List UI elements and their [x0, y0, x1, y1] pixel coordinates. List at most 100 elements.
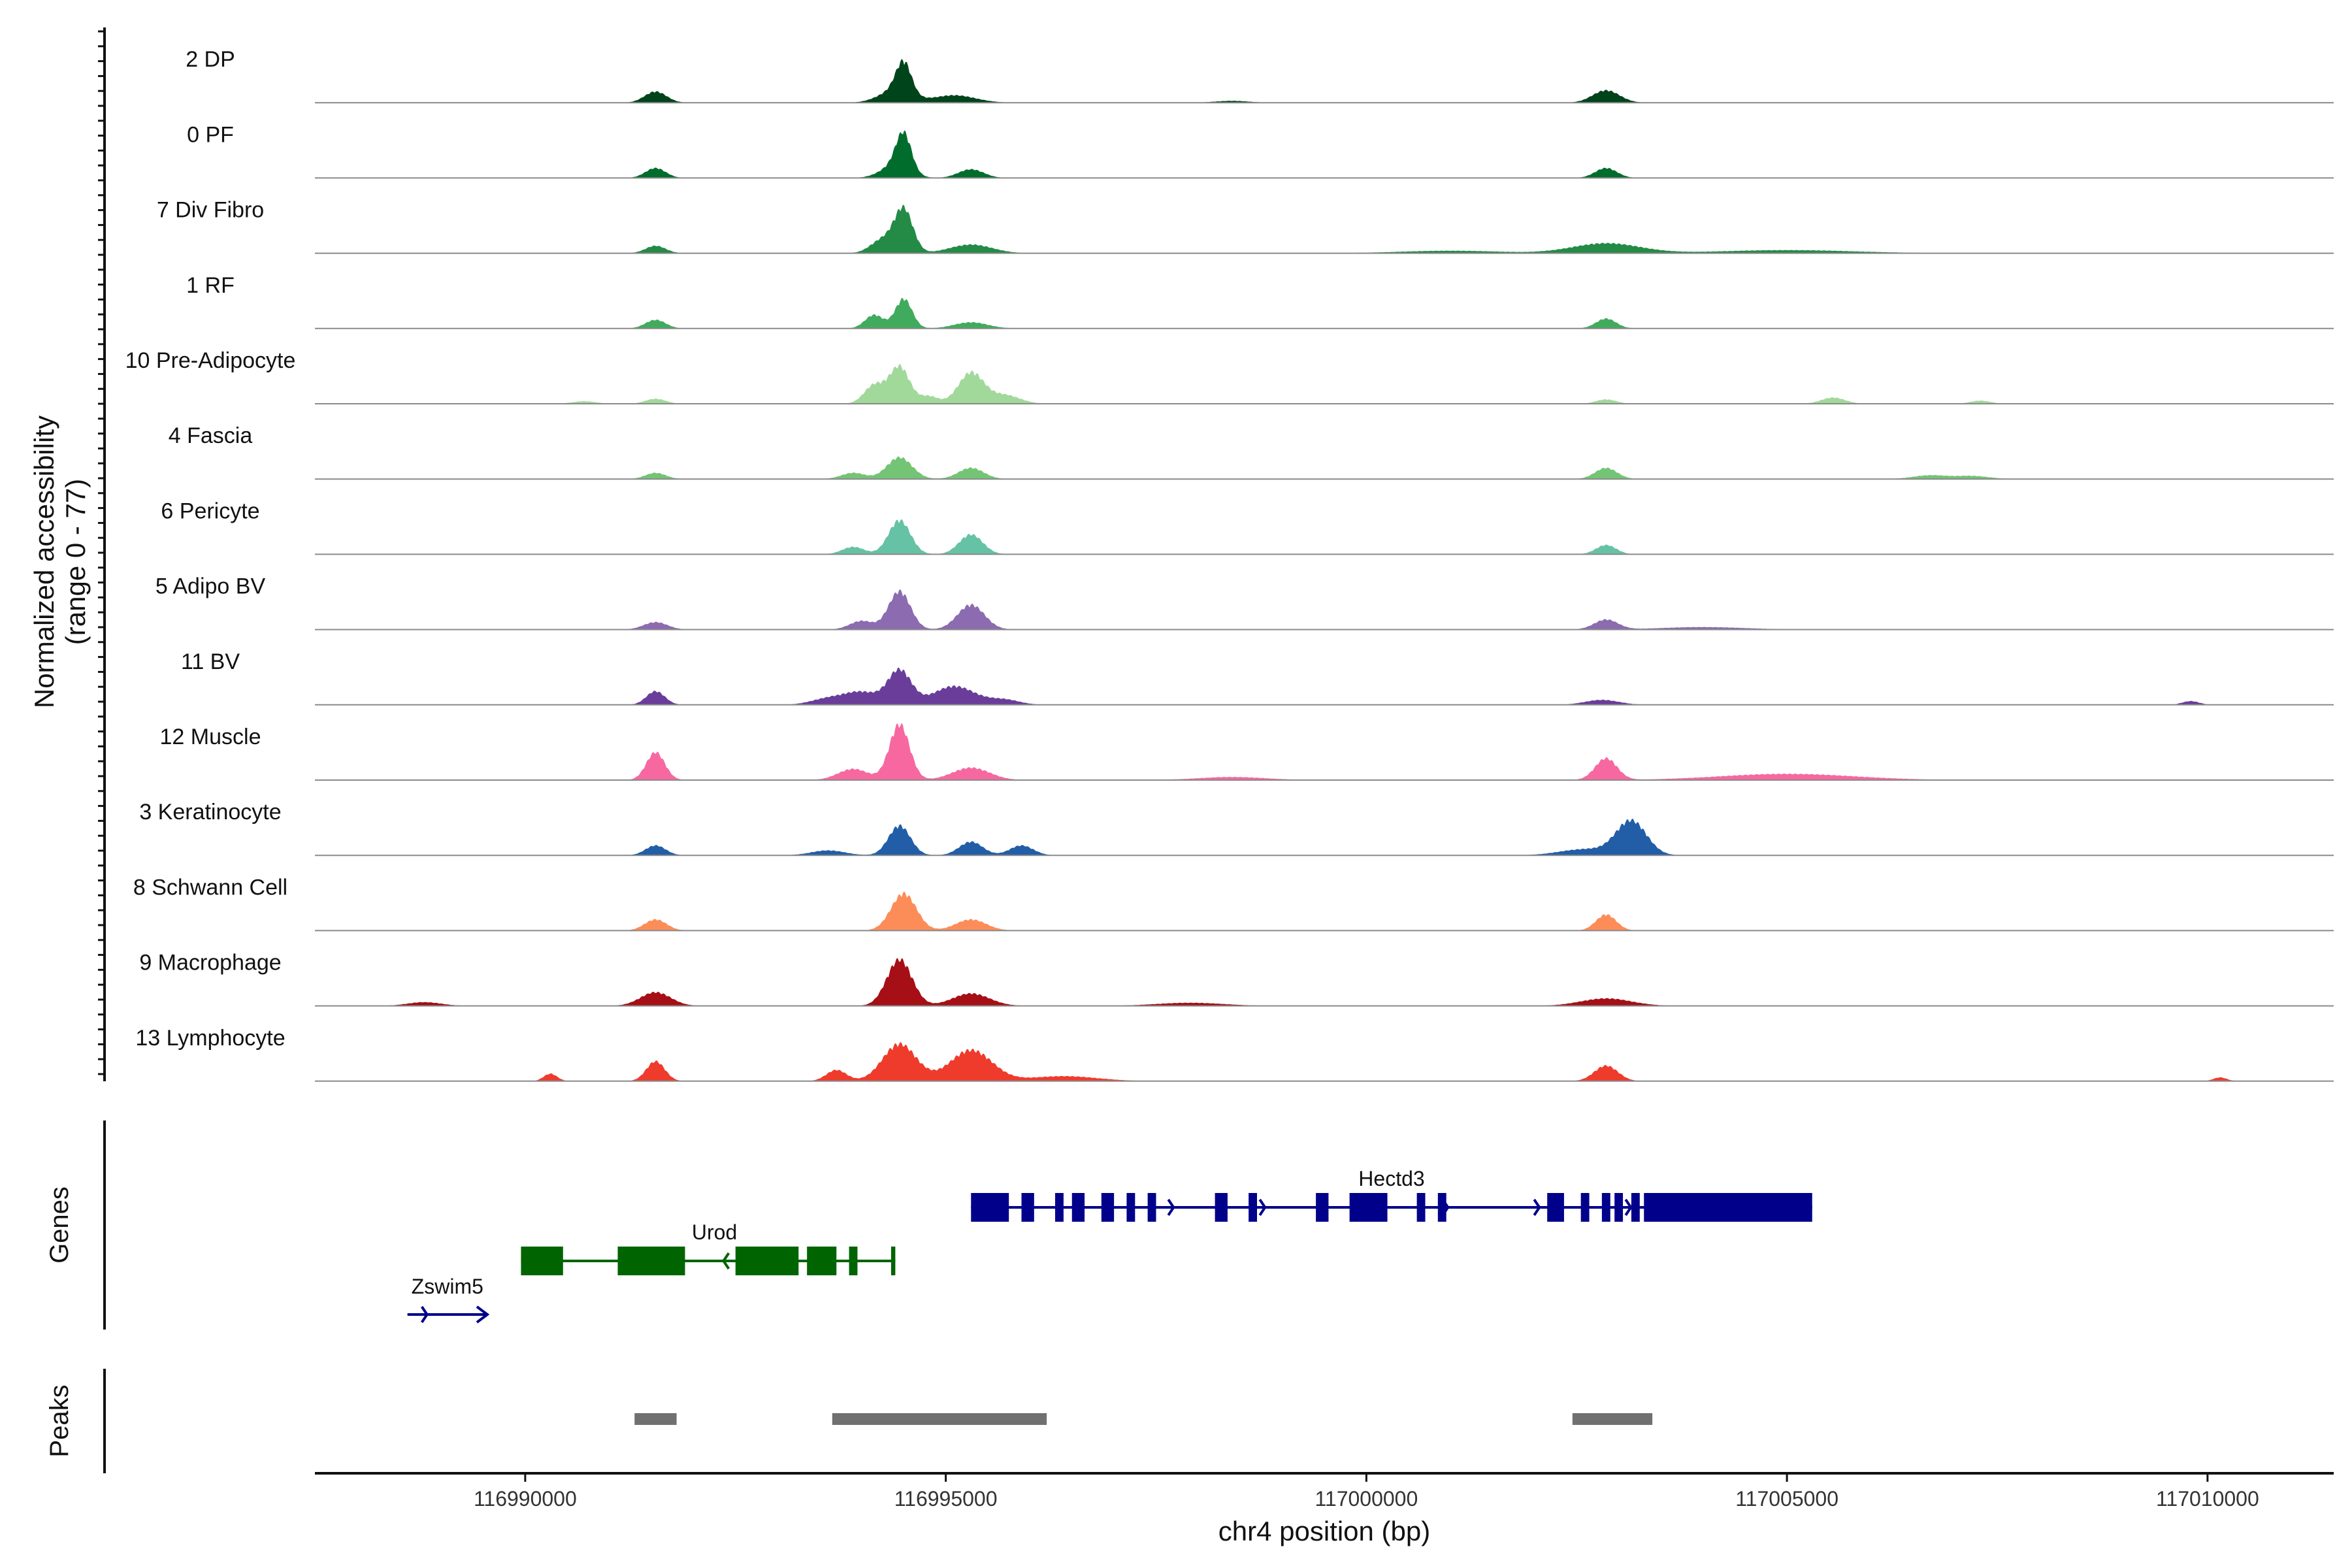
track-label: 3 Keratinocyte — [139, 800, 281, 825]
gene-exon — [617, 1247, 685, 1275]
gene-exon — [1601, 1193, 1610, 1222]
track-0-pf: 0 PF — [187, 122, 2334, 179]
track-label: 10 Pre-Adipocyte — [125, 348, 296, 373]
coverage-area — [315, 819, 2334, 856]
coverage-tracks: 2 DP 0 PF 7 Div Fibro 1 RF 10 Pre-Adipocyte 4… — [125, 47, 2334, 1082]
x-tick-label: 117010000 — [2156, 1487, 2259, 1511]
track-label: 6 Pericyte — [161, 498, 259, 523]
gene-label: Urod — [692, 1220, 737, 1244]
track-11-bv: 11 BV — [181, 649, 2334, 706]
x-axis-ticks: 116990000 116995000 117000000 117005000 1170… — [474, 1473, 2259, 1511]
x-tick-label: 116995000 — [894, 1487, 998, 1511]
track-4-fascia: 4 Fascia — [169, 423, 2334, 480]
x-tick-label: 117000000 — [1315, 1487, 1418, 1511]
coverage-area — [315, 667, 2334, 705]
track-12-muscle: 12 Muscle — [160, 723, 2334, 781]
track-label: 1 RF — [186, 273, 235, 298]
x-tick-label: 116990000 — [474, 1487, 577, 1511]
track-label: 8 Schwann Cell — [133, 875, 287, 900]
coverage-area — [315, 891, 2334, 931]
coverage-area — [315, 723, 2334, 780]
track-1-rf: 1 RF — [186, 273, 2334, 329]
track-13-lymphocyte: 13 Lymphocyte — [135, 1026, 2334, 1082]
coverage-area — [315, 519, 2334, 555]
gene-urod: Urod — [521, 1220, 896, 1275]
peaks-panel-title: Peaks — [45, 1384, 74, 1457]
gene-exon — [1215, 1193, 1228, 1222]
gene-exon — [1101, 1193, 1115, 1222]
y-axis-title: Normalized accessibility (range 0 - 77) — [29, 416, 91, 708]
y-axis-title-line1: Normalized accessibility — [29, 416, 59, 708]
gene-exon — [1021, 1193, 1034, 1222]
gene-exon — [1614, 1193, 1624, 1222]
gene-exon — [1249, 1193, 1257, 1222]
track-2-dp: 2 DP — [186, 47, 2334, 104]
gene-exon — [1580, 1193, 1590, 1222]
gene-exon — [890, 1247, 896, 1275]
strand-arrow-icon — [476, 1305, 490, 1324]
coverage-area — [315, 204, 2334, 253]
gene-exon — [735, 1247, 799, 1275]
track-label: 13 Lymphocyte — [135, 1026, 285, 1051]
gene-exon — [521, 1247, 563, 1275]
gene-exon — [1416, 1193, 1426, 1222]
peak-region — [1572, 1413, 1653, 1425]
gene-exon — [1071, 1193, 1085, 1222]
coverage-area — [315, 364, 2334, 404]
gene-exon — [849, 1247, 858, 1275]
track-6-pericyte: 6 Pericyte — [161, 498, 2334, 555]
gene-label: Zswim5 — [412, 1275, 483, 1298]
coverage-area — [315, 298, 2334, 329]
strand-arrow-icon — [722, 1252, 730, 1270]
gene-exon — [1316, 1193, 1329, 1222]
track-label: 9 Macrophage — [139, 951, 281, 975]
gene-zswim5: Zswim5 — [407, 1275, 490, 1324]
peak-regions — [634, 1413, 1653, 1425]
strand-arrow-icon — [1258, 1198, 1267, 1217]
coverage-area — [315, 958, 2334, 1006]
track-label: 0 PF — [187, 122, 234, 147]
coverage-area — [315, 589, 2334, 630]
strand-arrow-icon — [1533, 1198, 1541, 1217]
track-label: 4 Fascia — [169, 423, 253, 448]
coverage-area — [315, 59, 2334, 103]
genes-panel-title: Genes — [45, 1186, 74, 1264]
gene-exon — [1437, 1193, 1446, 1222]
gene-exon — [1349, 1193, 1388, 1222]
gene-exon — [807, 1247, 837, 1275]
coverage-area — [315, 1041, 2334, 1081]
track-label: 12 Muscle — [160, 725, 261, 749]
gene-hectd3: Hectd3 — [971, 1167, 1812, 1222]
track-label: 11 BV — [181, 649, 240, 674]
track-label: 7 Div Fibro — [157, 198, 264, 223]
peak-region — [832, 1413, 1047, 1425]
gene-exon — [1547, 1193, 1564, 1222]
track-8-schwann-cell: 8 Schwann Cell — [133, 875, 2334, 932]
gene-exon — [1055, 1193, 1064, 1222]
track-label: 2 DP — [186, 47, 235, 72]
y-axis-title-line2: (range 0 - 77) — [60, 479, 91, 645]
gene-exon — [971, 1193, 1009, 1222]
coverage-area — [315, 456, 2334, 480]
coverage-area — [315, 130, 2334, 178]
peak-region — [634, 1413, 677, 1425]
track-7-div-fibro: 7 Div Fibro — [157, 198, 2334, 254]
x-axis-title: chr4 position (bp) — [1218, 1516, 1431, 1546]
gene-exon — [1147, 1193, 1156, 1222]
coverage-y-axis-ticks — [98, 30, 105, 1075]
gene-exon — [1631, 1193, 1640, 1222]
strand-arrow-icon — [420, 1305, 429, 1324]
track-5-adipo-bv: 5 Adipo BV — [155, 574, 2334, 630]
track-3-keratinocyte: 3 Keratinocyte — [139, 800, 2334, 857]
gene-annotations: Hectd3 Urod Zswim5 — [407, 1167, 1812, 1324]
gene-exon — [1644, 1193, 1812, 1222]
gene-label: Hectd3 — [1358, 1167, 1424, 1190]
x-tick-label: 117005000 — [1735, 1487, 1838, 1511]
track-10-pre-adipocyte: 10 Pre-Adipocyte — [125, 348, 2334, 404]
track-label: 5 Adipo BV — [155, 574, 266, 599]
strand-arrow-icon — [1624, 1198, 1633, 1217]
strand-arrow-icon — [1167, 1198, 1175, 1217]
track-9-macrophage: 9 Macrophage — [139, 951, 2334, 1007]
gene-exon — [1126, 1193, 1135, 1222]
